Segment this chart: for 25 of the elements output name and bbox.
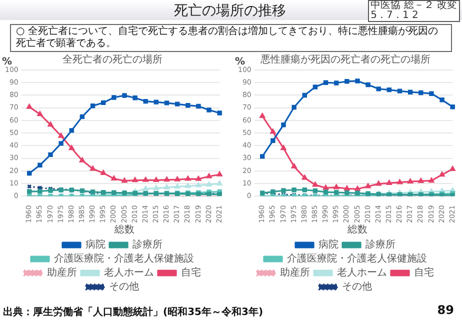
text: ○ 全死亡者について、自宅で死亡する患者の割合は増加してきており、特に悪性腫瘍が死因の死亡者で顕著である。 (10, 24, 452, 52)
legend-label: 老人ホーム (104, 266, 154, 279)
legend-label: 助産所 (47, 266, 77, 279)
legend-label: その他 (342, 280, 372, 293)
legend-label: 老人ホーム (337, 266, 387, 279)
legend-label: 病院 (86, 238, 106, 251)
text: 5 . 7 . 1 2 (370, 10, 420, 21)
legend-label: 助産所 (280, 266, 310, 279)
text: 死亡の場所の推移 (173, 2, 287, 20)
source-note: 出典：厚生労働省「人口動態統計」(昭和35年～令和3年) (3, 306, 264, 319)
x-axis-title: 総数 (346, 224, 368, 236)
legend-label: 診療所 (132, 238, 162, 251)
chart-title: 悪性腫瘍が死因の死亡者の死亡の場所 (260, 54, 430, 66)
x-axis-title: 総数 (113, 224, 134, 236)
legend-label: 自宅 (181, 266, 201, 279)
legend-label: 介護医療院・介護老人保健施設 (287, 252, 427, 265)
legend-label: 診療所 (366, 238, 396, 251)
legend-label: 介護医療院・介護老人保健施設 (54, 252, 194, 265)
y-axis-title: % (2, 56, 12, 68)
text: 89 (437, 303, 454, 317)
legend-label: 病院 (318, 238, 338, 251)
legend-label: その他 (109, 280, 139, 293)
y-axis-title: % (235, 56, 246, 68)
legend-label: 自宅 (414, 266, 434, 279)
chart-title: 全死亡者の死亡の場所 (62, 54, 162, 66)
